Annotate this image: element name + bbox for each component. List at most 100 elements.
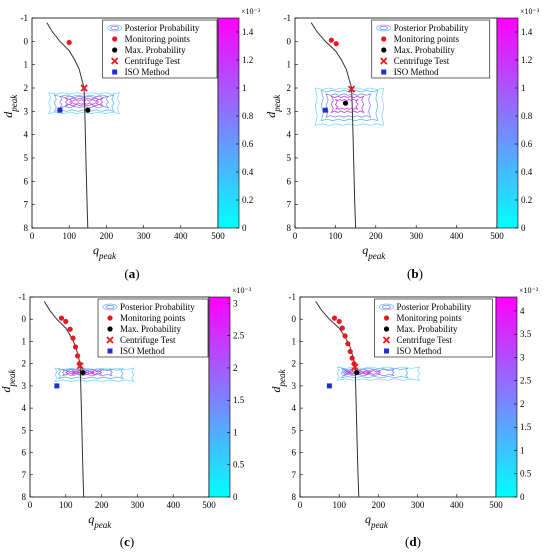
- panel-label: (d): [405, 534, 421, 549]
- x-tick-label: 100: [329, 231, 343, 241]
- y-axis-label: dpeak: [0, 369, 17, 393]
- legend-box: [102, 19, 218, 79]
- legend-label: Posterior Probability: [120, 302, 195, 312]
- y-tick-label: 1: [24, 60, 29, 70]
- response-curve: [46, 22, 89, 229]
- colorbar-tick-label: 0.2: [521, 195, 532, 205]
- response-curve: [310, 22, 357, 229]
- colorbar-tick-label: 0.2: [242, 195, 253, 205]
- contour-line: [61, 368, 113, 377]
- centrifuge-test-point: [80, 84, 88, 92]
- colorbar-tick-label: 1: [521, 83, 526, 93]
- y-axis-label: dpeak: [1, 94, 19, 118]
- legend-label: Centrifuge Test: [394, 56, 450, 66]
- legend-label: Max. Probability: [125, 45, 186, 55]
- y-tick-label: -1: [21, 13, 29, 23]
- max-probability-point: [80, 369, 86, 376]
- colorbar-tick-label: 1: [233, 427, 238, 437]
- y-tick-label: -1: [284, 13, 292, 23]
- legend-label: Posterior Probability: [396, 302, 471, 312]
- x-axis-label: qpeak: [362, 243, 386, 261]
- y-tick-label: 4: [287, 130, 292, 140]
- response-curve: [315, 301, 360, 498]
- contour-line: [48, 92, 121, 115]
- monitoring-point: [70, 335, 76, 341]
- colorbar-tick-label: 0.6: [521, 139, 533, 149]
- max-probability-point: [85, 107, 91, 113]
- legend-label: Max. Probability: [120, 324, 181, 334]
- colorbar-exponent: ×10⁻³: [520, 7, 540, 16]
- y-tick-label: 4: [22, 403, 27, 413]
- contour-line: [336, 366, 421, 381]
- colorbar-exponent: ×10⁻³: [241, 7, 261, 16]
- y-tick-label: 3: [287, 106, 292, 116]
- legend-label: Max. Probability: [394, 45, 455, 55]
- x-tick-label: 200: [100, 231, 114, 241]
- legend-contour-icon: [379, 303, 394, 311]
- legend-contour-icon: [105, 304, 115, 310]
- colorbar-tick-label: 0.6: [242, 139, 254, 149]
- panel-4: 0 100 200 300 400 500 -1 0 1 2 3 4 5 6 7 8 qpeak dpeak 0 0.…: [269, 286, 539, 549]
- colorbar-tick-label: 0.8: [521, 111, 533, 121]
- colorbar-tick-label: 1.5: [520, 422, 532, 432]
- y-tick-label: 4: [24, 130, 29, 140]
- y-tick-label: 8: [24, 223, 29, 233]
- y-tick-label: 0: [24, 36, 29, 46]
- x-tick-label: 0: [28, 500, 33, 510]
- legend-monitoring-icon: [381, 36, 387, 42]
- panel-1: 0 100 200 300 400 500 -1 0 1 2 3 4 5 6 7 8 qpeak dpeak 0 0.…: [1, 7, 261, 281]
- contour-line: [64, 97, 104, 107]
- posterior-contours: [314, 87, 385, 126]
- legend-iso-icon: [107, 348, 113, 354]
- legend-label: ISO Method: [125, 67, 170, 77]
- legend-monitoring-icon: [112, 36, 118, 42]
- contour-line: [330, 95, 365, 114]
- legend-max-prob-icon: [107, 326, 113, 332]
- legend-centrifuge-icon: [106, 336, 114, 344]
- contour-line: [340, 367, 409, 379]
- colorbar-tick-label: 1: [242, 83, 247, 93]
- x-tick-label: 0: [298, 500, 303, 510]
- colorbar: [217, 17, 240, 229]
- colorbar-tick-label: 0: [233, 492, 238, 502]
- contour-line: [325, 93, 372, 118]
- legend-box: [371, 19, 491, 79]
- x-tick-label: 0: [293, 231, 298, 241]
- y-tick-label: 7: [22, 470, 27, 480]
- legend-iso-icon: [383, 348, 389, 354]
- legend-label: Centrifuge Test: [120, 335, 176, 345]
- legend-contour-icon: [376, 24, 392, 32]
- y-tick-label: 3: [24, 106, 29, 116]
- x-tick-label: 100: [332, 500, 346, 510]
- centrifuge-test-point: [76, 362, 84, 370]
- legend-centrifuge-icon: [111, 57, 119, 65]
- x-tick-label: 300: [411, 500, 425, 510]
- max-probability-point: [354, 369, 360, 376]
- colorbar-exponent: ×10⁻³: [519, 286, 539, 295]
- legend-max-prob-icon: [381, 47, 387, 53]
- x-tick-label: 500: [489, 500, 503, 510]
- colorbar-tick-label: 1.2: [242, 55, 253, 65]
- y-tick-label: 2: [24, 83, 29, 93]
- x-axis-label: qpeak: [93, 243, 117, 261]
- legend-centrifuge-icon: [380, 57, 388, 65]
- colorbar-tick-label: 0.4: [242, 167, 254, 177]
- colorbar-tick-label: 0.4: [521, 167, 533, 177]
- y-tick-label: 7: [292, 470, 297, 480]
- colorbar-tick-label: 0: [520, 492, 525, 502]
- legend-contour-icon: [110, 25, 120, 31]
- legend-label: Centrifuge Test: [125, 56, 181, 66]
- contour-line: [342, 368, 395, 377]
- legend-monitoring-icon: [107, 315, 113, 321]
- x-tick-label: 300: [131, 500, 145, 510]
- contour-line: [57, 368, 125, 380]
- y-tick-label: 7: [287, 200, 292, 210]
- monitoring-point: [72, 344, 79, 350]
- monitoring-point: [67, 326, 73, 332]
- legend-label: Posterior Probability: [125, 23, 200, 33]
- legend-label: ISO Method: [396, 346, 441, 356]
- iso-method-point: [54, 383, 60, 389]
- max-probability-point: [342, 100, 349, 106]
